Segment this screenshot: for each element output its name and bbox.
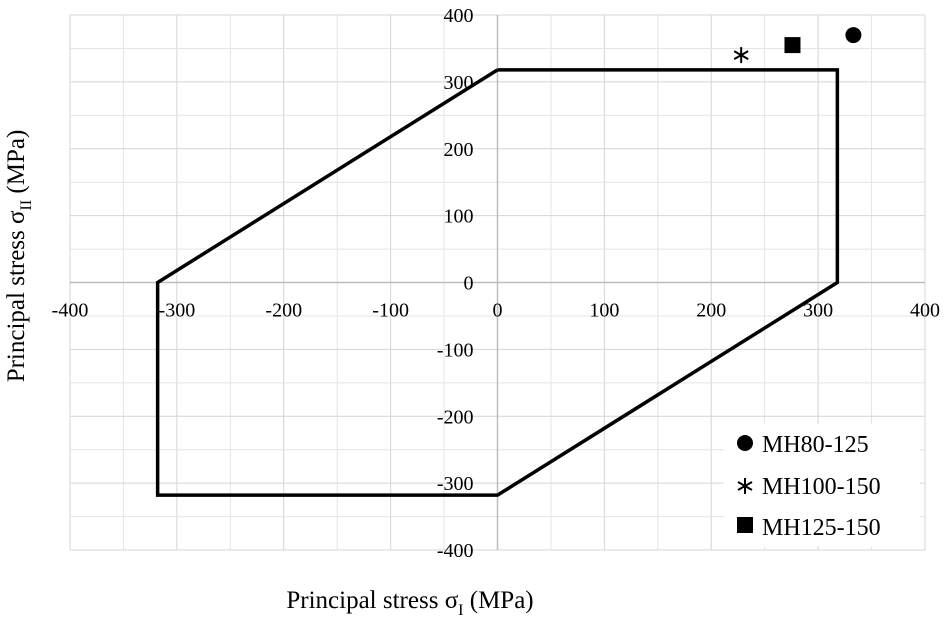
y-tick-label: 100 [444,206,474,228]
y-tick-label: -300 [437,473,474,495]
x-axis-title: Principal stress σI (MPa) [286,587,533,619]
x-axis-title-unit: (MPa) [464,587,534,614]
legend-item-mh80-125: MH80-125 [737,432,869,458]
legend-item-mh100-150: MH100-150 [737,474,881,500]
y-axis-title-subscript: II [18,200,35,211]
x-tick-label: -400 [52,300,89,322]
data-points-layer [733,27,862,64]
tick-labels: -400 -300 -200 -100 0 100 200 300 400 -400 -300 -20… [52,5,940,562]
x-tick-label: 200 [696,300,726,322]
y-tick-label: -100 [437,339,474,361]
y-axis-title-prefix: Principal stress [3,224,30,382]
y-axis-title: Principal stress σII (MPa) [3,130,35,383]
y-axis-title-unit: (MPa) [3,130,30,200]
data-point-mh125-150 [784,37,801,54]
legend-square-marker [737,517,753,533]
legend-background [724,424,920,546]
legend-item-mh125-150: MH125-150 [737,515,881,541]
y-tick-label: 200 [444,139,474,161]
yield-envelope-layer [155,68,840,497]
legend-asterisk-marker [737,478,753,494]
data-point-mh80-125 [845,27,862,44]
asterisk-stroke [733,50,749,60]
legend-circle-marker [737,435,753,451]
y-tick-label: 0 [464,273,474,295]
y-tick-label: 400 [444,5,474,27]
x-tick-label: -200 [265,300,302,322]
x-axis-title-subscript: I [458,602,463,619]
legend-label-mh80-125: MH80-125 [762,432,869,458]
legend-label-mh100-150: MH100-150 [762,474,881,500]
y-axis-title-symbol: σ [3,210,30,224]
x-tick-label: 300 [803,300,833,322]
x-tick-label: -300 [159,300,196,322]
y-tick-label: -200 [437,406,474,428]
x-axis-title-symbol: σ [445,587,459,614]
data-point-mh100-150 [733,47,749,64]
x-tick-label: -100 [372,300,409,322]
x-tick-label: 400 [910,300,940,322]
legend-label-mh125-150: MH125-150 [762,515,881,541]
x-tick-label: 100 [589,300,619,322]
y-tick-label: -400 [437,540,474,562]
y-tick-label: 300 [444,72,474,94]
x-tick-label: 0 [493,300,503,322]
x-axis-title-prefix: Principal stress [286,587,444,614]
yield-envelope [155,68,840,497]
legend: MH80-125 MH100-150 MH125-150 [724,424,920,546]
